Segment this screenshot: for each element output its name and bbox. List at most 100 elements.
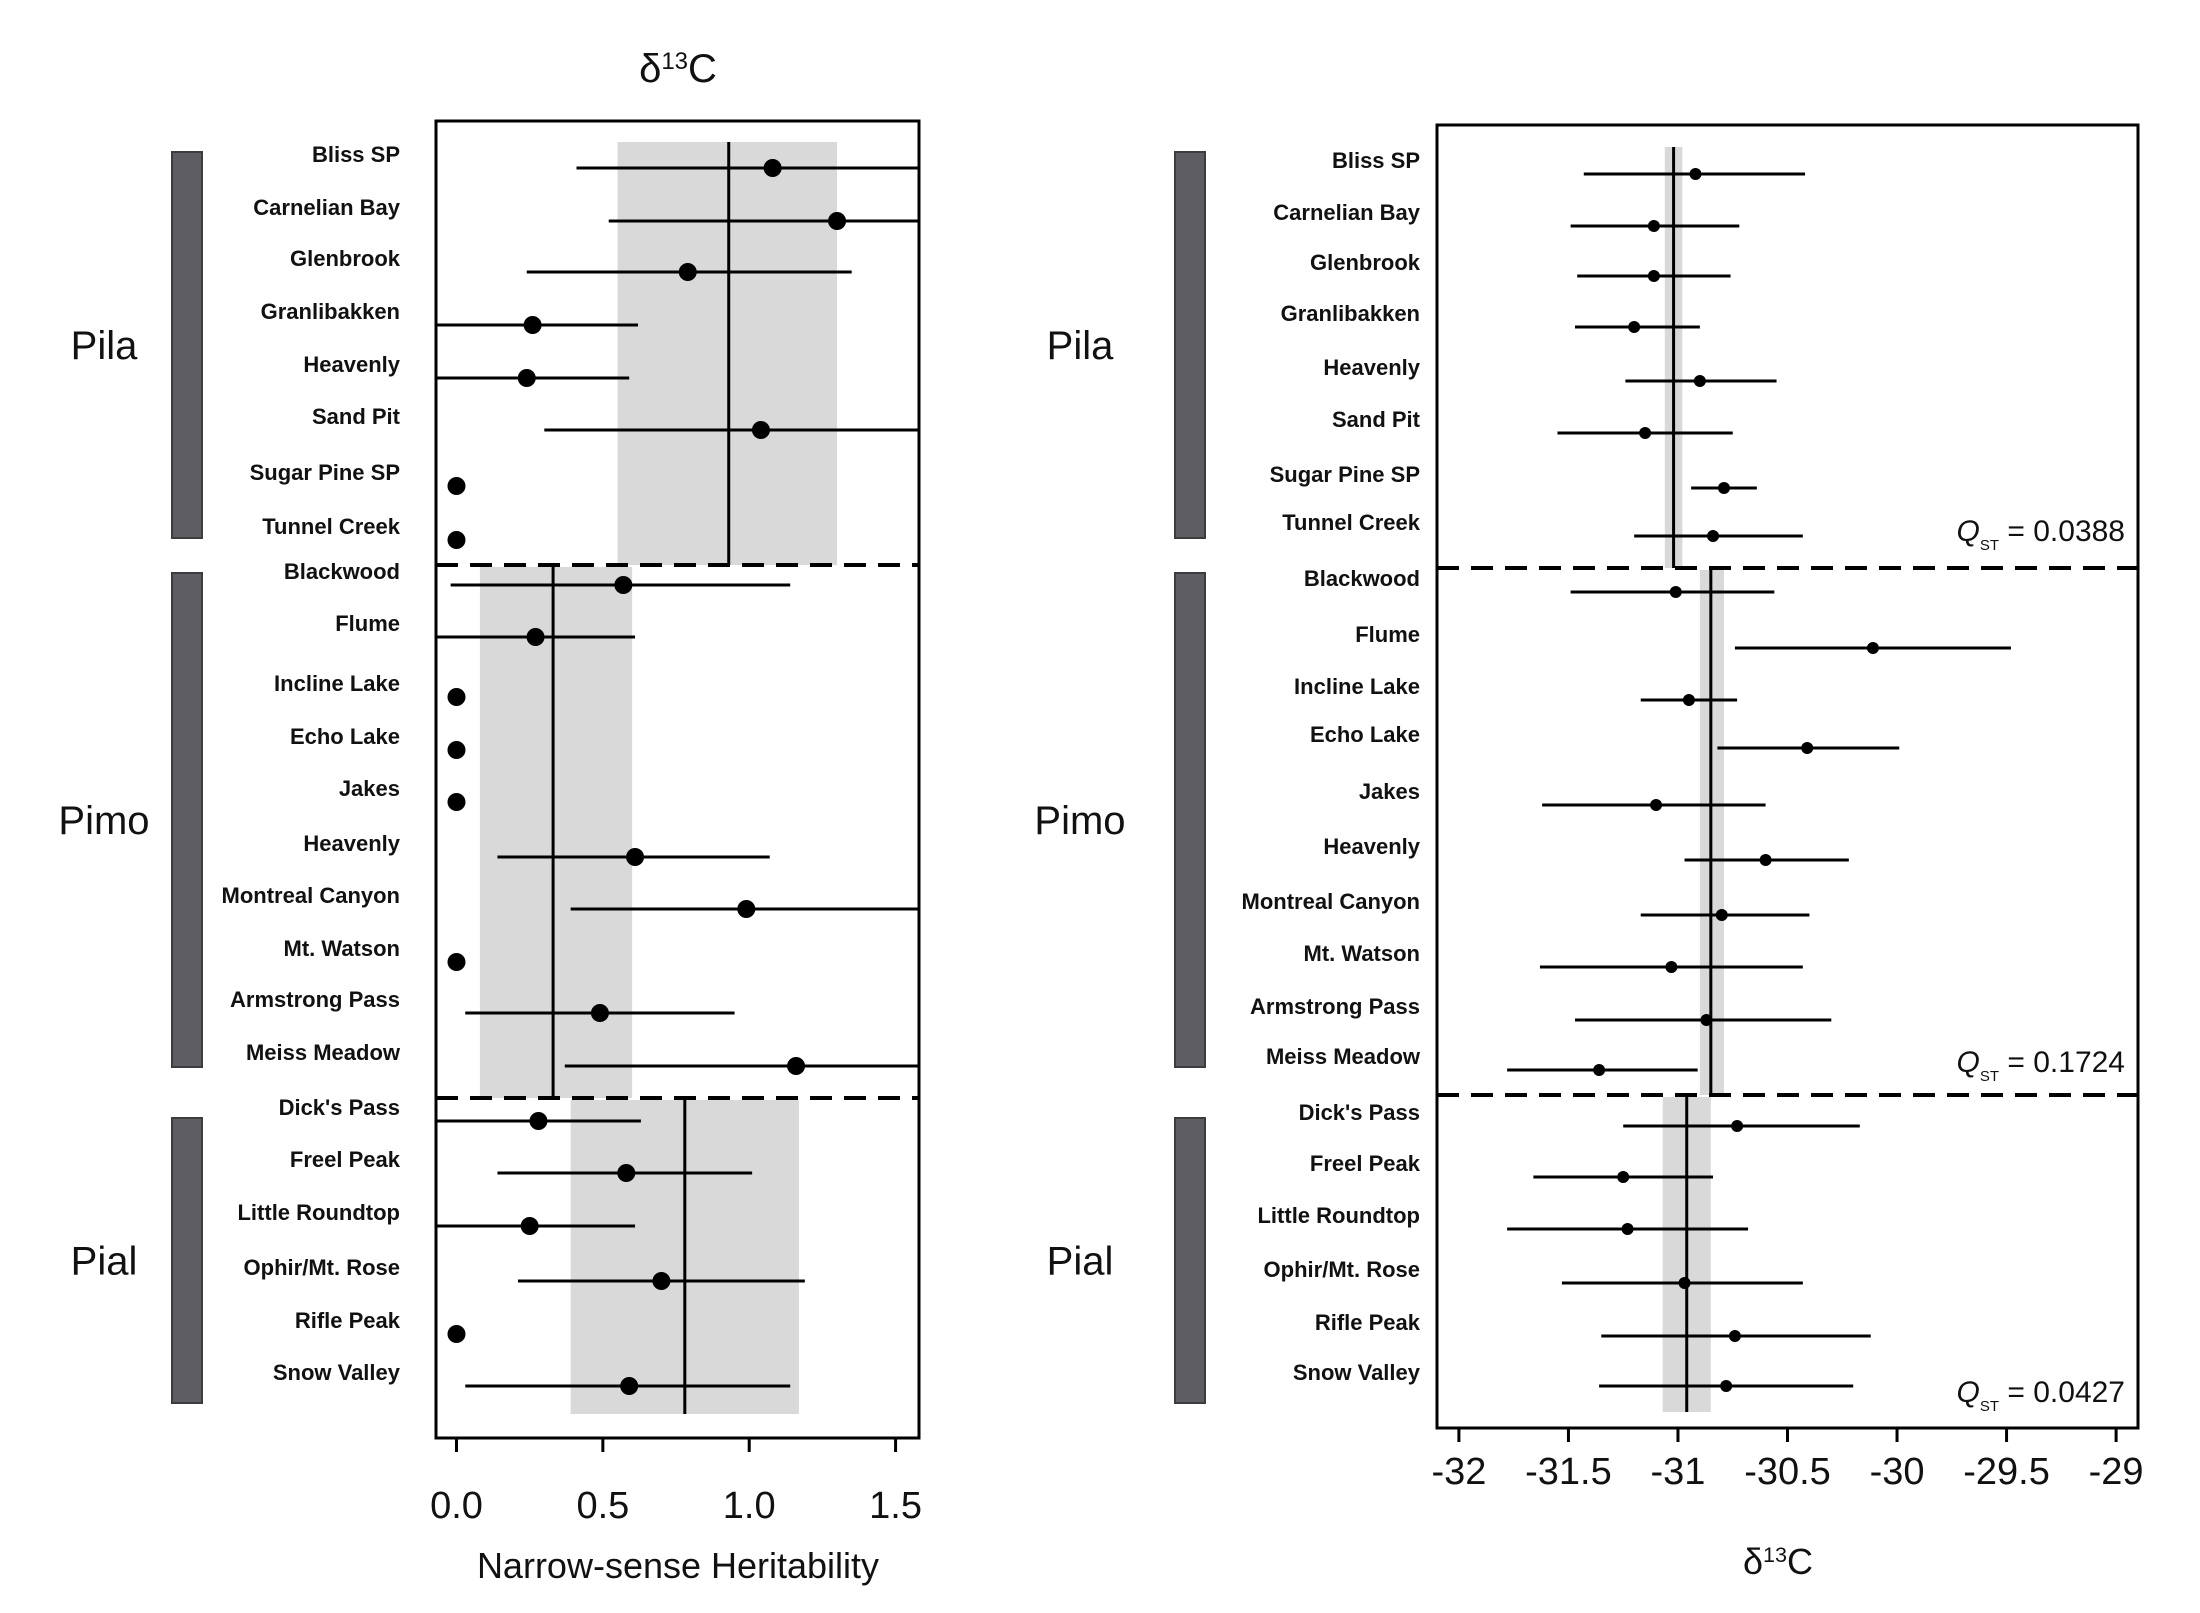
left-x-tick-label: 0.5 (576, 1485, 629, 1527)
heritability-panel: Pila Bliss SP Carnelian Bay Glenbrook Granli… (58, 47, 922, 1586)
left-point (614, 576, 633, 594)
left-point (787, 1057, 806, 1075)
right-x-tick-label: -32 (1431, 1451, 1486, 1493)
right-group-bar-pimo (1174, 572, 1206, 1068)
right-x-axis-title-tail: C (1787, 1541, 1813, 1582)
right-point (1669, 586, 1682, 598)
left-point (526, 628, 545, 646)
right-site-label: Carnelian Bay (1273, 200, 1420, 225)
left-point (520, 1217, 539, 1235)
right-point (1647, 220, 1660, 232)
right-site-label: Blackwood (1304, 566, 1420, 591)
right-group-label-pila: Pila (1047, 324, 1114, 368)
left-site-label: Glenbrook (290, 246, 401, 271)
right-point (1731, 1120, 1744, 1132)
right-site-label: Freel Peak (1310, 1151, 1421, 1176)
left-point (751, 421, 770, 439)
qst-sub: ST (1980, 1398, 1999, 1415)
right-x-axis-title-main: δ (1743, 1541, 1763, 1582)
right-point (1801, 742, 1814, 754)
right-site-label: Heavenly (1323, 834, 1420, 859)
right-point (1621, 1223, 1634, 1235)
left-site-label: Incline Lake (274, 671, 400, 696)
right-x-axis-title-sup: 13 (1763, 1542, 1787, 1567)
left-group-bar-pila (171, 151, 203, 539)
left-site-label: Jakes (339, 776, 400, 801)
left-group-bar-pimo (171, 572, 203, 1068)
right-group-bar-pial (1174, 1117, 1206, 1404)
right-site-label: Incline Lake (1294, 674, 1420, 699)
right-x-tick-label: -31 (1651, 1451, 1706, 1493)
right-site-label: Granlibakken (1281, 301, 1420, 326)
left-site-label: Bliss SP (312, 142, 400, 167)
qst-q: Q (1957, 515, 1980, 548)
right-site-label: Snow Valley (1293, 1360, 1421, 1385)
right-point (1866, 642, 1879, 654)
left-point (652, 1272, 671, 1290)
qst-value: = 0.0388 (1999, 515, 2125, 548)
qst-value: = 0.1724 (1999, 1046, 2125, 1079)
left-point (447, 793, 466, 811)
right-x-tick-label: -29 (2089, 1451, 2144, 1493)
left-point (590, 1004, 609, 1022)
right-site-label: Bliss SP (1332, 148, 1420, 173)
qst-value: = 0.0427 (1999, 1376, 2125, 1409)
left-point (678, 263, 697, 281)
left-site-label: Heavenly (303, 831, 400, 856)
qst-q: Q (1957, 1046, 1980, 1079)
right-point (1628, 321, 1641, 333)
left-site-label: Tunnel Creek (262, 514, 401, 539)
right-x-axis-title: δ13C (1743, 1541, 1813, 1582)
left-title: δ13C (639, 47, 717, 91)
left-group-bar-pial (171, 1117, 203, 1404)
left-site-label: Little Roundtop (237, 1200, 400, 1225)
right-point (1617, 1171, 1630, 1183)
right-x-tick-label: -30.5 (1744, 1451, 1831, 1493)
left-site-label: Montreal Canyon (222, 883, 400, 908)
right-site-label: Sand Pit (1332, 407, 1421, 432)
delta13c-panel: Pila Bliss SP Carnelian Bay Glenbrook Granli… (1034, 123, 2144, 1582)
left-site-label: Ophir/Mt. Rose (244, 1255, 400, 1280)
right-site-label: Dick's Pass (1299, 1100, 1420, 1125)
right-group-label-pial: Pial (1047, 1240, 1114, 1284)
left-site-label: Snow Valley (273, 1360, 401, 1385)
right-plot-frame (1435, 123, 2140, 1430)
right-site-label: Mt. Watson (1304, 941, 1421, 966)
right-x-tick-label: -29.5 (1963, 1451, 2050, 1493)
right-site-label: Montreal Canyon (1242, 889, 1420, 914)
left-point (447, 688, 466, 706)
right-site-label: Flume (1355, 622, 1420, 647)
right-site-label: Heavenly (1323, 355, 1420, 380)
left-point (447, 953, 466, 971)
right-site-label: Echo Lake (1310, 722, 1420, 747)
left-site-label: Sand Pit (312, 404, 401, 429)
right-site-label: Sugar Pine SP (1270, 462, 1420, 487)
right-site-label: Jakes (1359, 779, 1420, 804)
left-point (737, 900, 756, 918)
left-site-label: Dick's Pass (279, 1095, 400, 1120)
right-group-bar-pila (1174, 151, 1206, 539)
left-site-label: Sugar Pine SP (250, 460, 400, 485)
left-point (447, 741, 466, 759)
left-x-tick-label: 1.0 (723, 1485, 776, 1527)
left-point (447, 1325, 466, 1343)
left-group-label-pila: Pila (71, 324, 138, 368)
left-point (447, 477, 466, 495)
qst-sub: ST (1980, 1068, 1999, 1085)
left-point (529, 1112, 548, 1130)
right-site-label: Armstrong Pass (1250, 994, 1420, 1019)
left-point (626, 848, 645, 866)
left-site-label: Armstrong Pass (230, 987, 400, 1012)
right-site-label: Meiss Meadow (1266, 1044, 1421, 1069)
right-x-tick-label: -30 (1870, 1451, 1925, 1493)
left-x-tick-label: 1.5 (869, 1485, 922, 1527)
right-point (1693, 375, 1706, 387)
right-site-label: Rifle Peak (1315, 1310, 1421, 1335)
left-x-axis-title: Narrow-sense Heritability (477, 1545, 879, 1586)
right-point (1717, 482, 1730, 494)
left-site-label: Carnelian Bay (253, 195, 400, 220)
right-site-label: Ophir/Mt. Rose (1264, 1257, 1420, 1282)
right-point (1650, 799, 1663, 811)
left-site-label: Echo Lake (290, 724, 400, 749)
